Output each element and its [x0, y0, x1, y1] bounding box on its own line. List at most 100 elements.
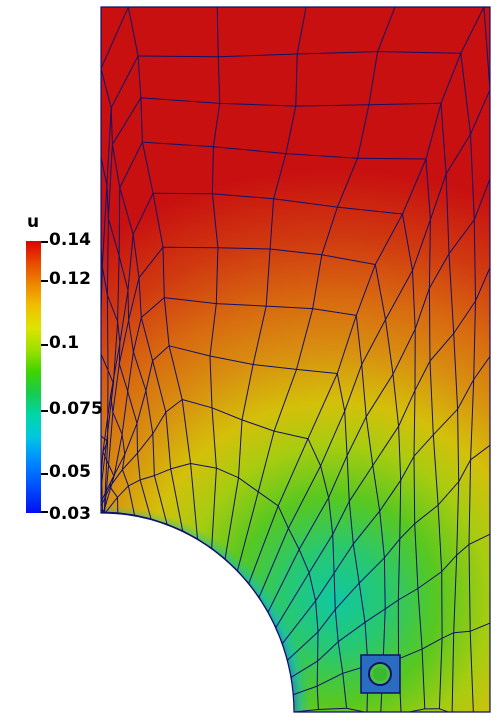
- mesh-edge: [428, 253, 450, 289]
- mesh-edge: [97, 509, 100, 510]
- mesh-edge: [358, 557, 385, 584]
- mesh-edge: [320, 410, 346, 467]
- mesh-edge: [317, 609, 336, 633]
- refined-element-marker: [360, 654, 401, 694]
- mesh-edge: [413, 456, 416, 524]
- mesh-edge: [217, 247, 271, 250]
- mesh-edge: [216, 7, 219, 57]
- mesh-edge: [112, 363, 120, 413]
- mesh-edge: [296, 7, 307, 55]
- mesh-edge: [412, 270, 416, 330]
- mesh-edge: [367, 713, 381, 716]
- mesh-edge: [348, 501, 354, 545]
- mesh-edge: [379, 480, 402, 512]
- mesh-edge: [441, 632, 454, 639]
- mesh-edge: [217, 56, 221, 104]
- mesh-edge: [317, 641, 339, 662]
- mesh-edge: [421, 649, 426, 709]
- mesh-edge: [109, 481, 112, 487]
- mesh-edge: [102, 514, 105, 517]
- mesh-edge: [328, 455, 348, 498]
- mesh-edge: [152, 360, 167, 413]
- mesh-edge: [456, 481, 460, 556]
- mesh-edge: [213, 146, 286, 155]
- mesh-edge: [413, 434, 434, 457]
- mesh-edge: [296, 368, 338, 374]
- mesh-edge: [438, 638, 443, 709]
- mesh-edge: [470, 379, 475, 460]
- mesh-edge: [218, 53, 298, 58]
- mesh-edge: [219, 102, 296, 107]
- mesh-edge: [119, 290, 129, 343]
- mesh-edge: [453, 300, 476, 334]
- mesh-edge: [425, 158, 431, 220]
- mesh-edge: [440, 53, 462, 104]
- mesh-edge: [117, 485, 129, 498]
- mesh-edge: [392, 328, 416, 375]
- mesh-edge: [365, 373, 394, 417]
- mesh-edge: [358, 583, 366, 623]
- mesh-edge: [295, 104, 369, 107]
- mesh-edge: [315, 572, 335, 602]
- mesh-edge: [344, 411, 348, 456]
- mesh-edge: [332, 501, 350, 535]
- mesh-edge: [211, 407, 243, 421]
- mesh-edge: [137, 433, 154, 454]
- mesh-edge: [273, 153, 287, 199]
- mesh-edge: [113, 434, 123, 477]
- mesh-edge: [170, 468, 184, 531]
- mesh-edge: [101, 157, 108, 186]
- mesh-edge: [128, 479, 141, 487]
- mesh-edge: [355, 264, 376, 316]
- mesh-edge: [119, 141, 143, 188]
- mesh-edge: [398, 588, 419, 601]
- mesh-edge: [312, 308, 357, 316]
- mesh-edge: [152, 411, 167, 434]
- mesh-edge: [108, 412, 114, 465]
- mesh-edge: [190, 463, 217, 469]
- mesh-edge: [140, 97, 143, 143]
- mesh-edge: [337, 621, 366, 643]
- mesh-edge: [470, 622, 490, 632]
- mesh-edge: [253, 364, 297, 370]
- mesh-edge: [127, 351, 134, 392]
- mesh-edge: [162, 247, 165, 298]
- mesh-edge: [110, 383, 114, 396]
- mesh-edge: [101, 481, 112, 510]
- mesh-edge: [265, 248, 271, 307]
- mesh-edge: [437, 505, 443, 572]
- mesh-edge: [372, 465, 381, 512]
- mesh-edge: [121, 434, 126, 455]
- mesh-edge: [441, 554, 458, 572]
- mesh-edge: [318, 707, 347, 710]
- mesh-edge: [346, 455, 350, 502]
- mesh-edge: [106, 185, 109, 219]
- mesh-edge: [384, 599, 399, 610]
- mesh-edge: [368, 51, 379, 105]
- mesh-edge: [413, 390, 416, 457]
- mesh-edge: [270, 248, 322, 256]
- mesh-edge: [118, 363, 129, 392]
- mesh-edge: [104, 496, 118, 514]
- mesh-edge: [134, 514, 152, 520]
- mesh-edge: [384, 538, 401, 559]
- mesh-edge: [107, 144, 113, 219]
- mesh-edge: [381, 714, 402, 716]
- mesh-edge: [417, 571, 442, 589]
- mesh-edge: [321, 206, 338, 255]
- mesh-edge: [101, 444, 107, 509]
- mesh-edge: [468, 544, 471, 632]
- mesh-edge: [122, 452, 138, 470]
- mesh-edge: [212, 103, 221, 147]
- mesh-edge: [429, 360, 434, 435]
- mesh-edge: [216, 303, 267, 307]
- mesh-edge: [328, 497, 334, 535]
- mesh-edge: [469, 631, 474, 712]
- mesh-edge: [285, 105, 297, 154]
- mesh-edge: [152, 193, 164, 248]
- mesh-edge: [190, 463, 198, 539]
- mesh-edge: [402, 213, 413, 271]
- mesh-edge: [105, 441, 109, 445]
